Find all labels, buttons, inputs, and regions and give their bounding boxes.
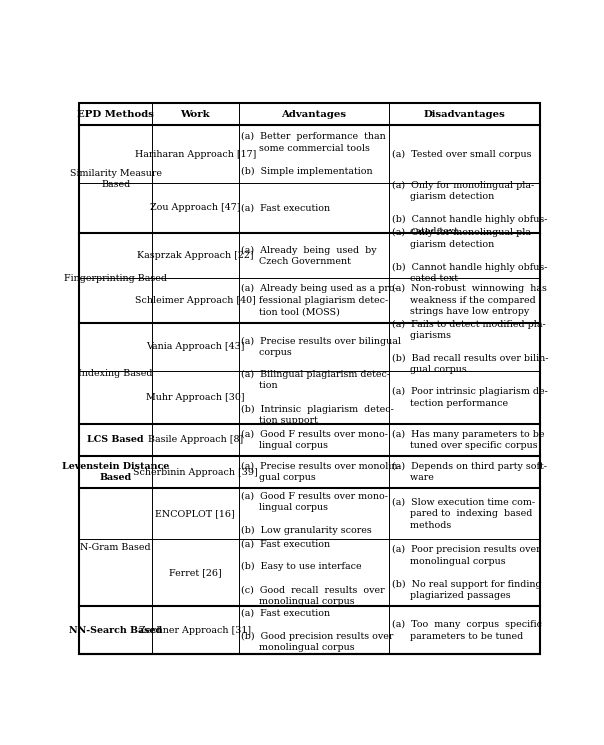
Text: (a)  Non-robust  winnowing  has
      weakness if the compared
      strings hav: (a) Non-robust winnowing has weakness if… bbox=[392, 285, 547, 317]
Text: (a)  Precise results over monolin-
      gual corpus: (a) Precise results over monolin- gual c… bbox=[242, 462, 401, 482]
Text: Advantages: Advantages bbox=[281, 110, 347, 119]
Text: (a)  Good F results over mono-
      lingual corpus

(b)  Low granularity scores: (a) Good F results over mono- lingual co… bbox=[242, 492, 388, 536]
Text: (a)  Depends on third party soft-
      ware: (a) Depends on third party soft- ware bbox=[392, 462, 547, 483]
Text: Disadvantages: Disadvantages bbox=[423, 110, 506, 119]
Text: Zechner Approach [31]: Zechner Approach [31] bbox=[140, 626, 251, 635]
Text: Basile Approach [8]: Basile Approach [8] bbox=[148, 435, 243, 444]
Text: (a)  Poor precision results over
      monolingual corpus

(b)  No real support : (a) Poor precision results over monoling… bbox=[392, 545, 542, 600]
Text: (a)  Already being used as a pro-
      fessional plagiarism detec-
      tion t: (a) Already being used as a pro- fession… bbox=[242, 285, 398, 317]
Text: EPD Methods: EPD Methods bbox=[77, 110, 154, 119]
Text: (a)  Better  performance  than
      some commercial tools

(b)  Simple implemen: (a) Better performance than some commerc… bbox=[242, 132, 386, 176]
Text: (a)  Fast execution: (a) Fast execution bbox=[242, 203, 330, 212]
Text: (a)  Tested over small corpus: (a) Tested over small corpus bbox=[392, 150, 532, 159]
Text: Muhr Approach [30]: Muhr Approach [30] bbox=[146, 393, 245, 402]
Text: Fingerprinting Based: Fingerprinting Based bbox=[64, 273, 167, 282]
Text: Similarity Measure
Based: Similarity Measure Based bbox=[69, 169, 162, 189]
Text: (a)  Only for monolingual pla-
      giarism detection

(b)  Cannot handle highl: (a) Only for monolingual pla- giarism de… bbox=[392, 228, 548, 283]
Text: Zou Approach [47]: Zou Approach [47] bbox=[150, 203, 240, 212]
Text: (a)  Fails to detect modified pla-
      giarisms

(b)  Bad recall results over : (a) Fails to detect modified pla- giaris… bbox=[392, 320, 548, 374]
Text: Kasprzak Approach [22]: Kasprzak Approach [22] bbox=[137, 251, 254, 260]
Text: (a)  Poor intrinsic plagiarism de-
      tection performance: (a) Poor intrinsic plagiarism de- tectio… bbox=[392, 387, 548, 408]
Text: Work: Work bbox=[181, 110, 210, 119]
Text: (a)  Precise results over bilingual
      corpus: (a) Precise results over bilingual corpu… bbox=[242, 337, 402, 357]
Text: (a)  Bilingual plagiarism detec-
      tion

(b)  Intrinsic  plagiarism  detec-
: (a) Bilingual plagiarism detec- tion (b)… bbox=[242, 370, 394, 425]
Text: (a)  Good F results over mono-
      lingual corpus: (a) Good F results over mono- lingual co… bbox=[242, 430, 388, 450]
Text: Indexing Based: Indexing Based bbox=[79, 369, 153, 378]
Text: ENCOPLOT [16]: ENCOPLOT [16] bbox=[155, 509, 235, 519]
Text: Ferret [26]: Ferret [26] bbox=[169, 568, 222, 577]
Text: Vania Approach [43]: Vania Approach [43] bbox=[146, 343, 245, 352]
Text: (a)  Fast execution

(b)  Good precision results over
      monolingual corpus: (a) Fast execution (b) Good precision re… bbox=[242, 609, 394, 652]
Text: (a)  Has many parameters to be
      tuned over specific corpus: (a) Has many parameters to be tuned over… bbox=[392, 430, 545, 450]
Text: (a)  Slow execution time com-
      pared to  indexing  based
      methods: (a) Slow execution time com- pared to in… bbox=[392, 498, 535, 530]
Text: (a)  Only for monolingual pla-
      giarism detection

(b)  Cannot handle highl: (a) Only for monolingual pla- giarism de… bbox=[392, 180, 548, 235]
Text: Levenstein Distance
Based: Levenstein Distance Based bbox=[62, 462, 169, 482]
Text: (a)  Too  many  corpus  specific
      parameters to be tuned: (a) Too many corpus specific parameters … bbox=[392, 620, 542, 641]
Text: (a)  Fast execution

(b)  Easy to use interface

(c)  Good  recall  results  ove: (a) Fast execution (b) Easy to use inter… bbox=[242, 539, 385, 606]
Text: NN-Search Based: NN-Search Based bbox=[69, 626, 162, 635]
Text: Hariharan Approach [17]: Hariharan Approach [17] bbox=[135, 150, 256, 159]
Text: N-Gram Based: N-Gram Based bbox=[80, 542, 151, 551]
Text: Scherbinin Approach [39]: Scherbinin Approach [39] bbox=[133, 468, 258, 477]
Text: (a)  Already  being  used  by
      Czech Government: (a) Already being used by Czech Governme… bbox=[242, 245, 377, 266]
Text: LCS Based: LCS Based bbox=[88, 435, 144, 444]
Text: Schleimer Approach [40]: Schleimer Approach [40] bbox=[135, 296, 255, 305]
